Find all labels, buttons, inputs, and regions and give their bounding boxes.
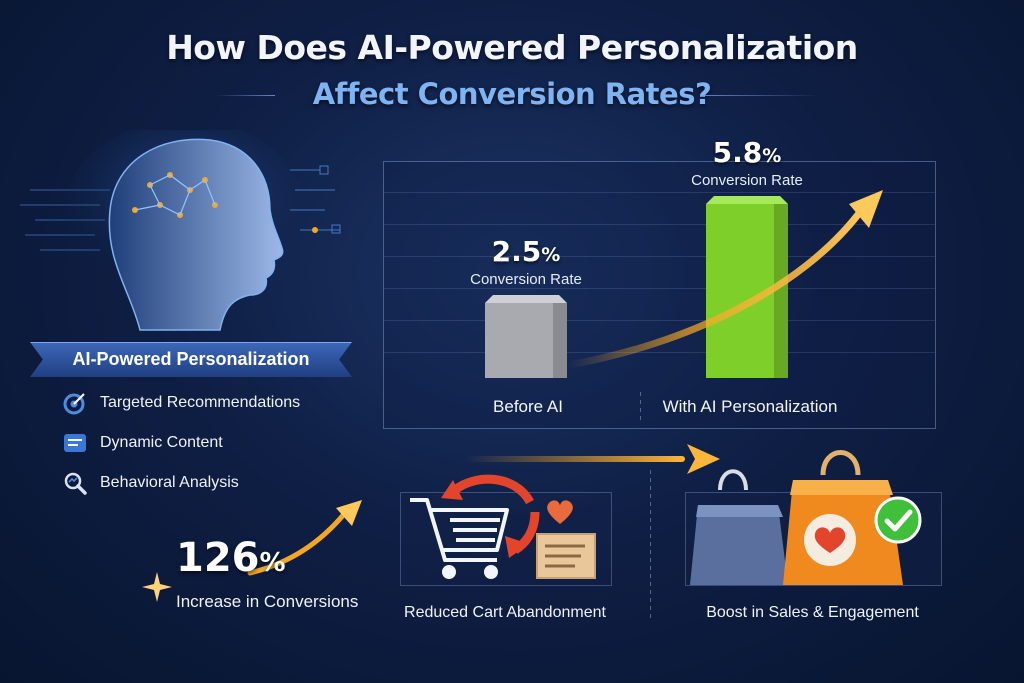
title-rule-left bbox=[215, 95, 275, 96]
increase-arrow bbox=[247, 500, 362, 576]
magnifier-icon bbox=[62, 471, 88, 495]
sales-label: Boost in Sales & Engagement bbox=[706, 604, 919, 621]
personalization-banner-bg bbox=[30, 342, 352, 377]
chart-category-divider bbox=[640, 392, 641, 422]
shopping-bags-icon bbox=[690, 450, 922, 585]
feature-label: Targeted Recommendations bbox=[100, 394, 301, 411]
feature-label: Behavioral Analysis bbox=[100, 474, 239, 491]
cart-label: Reduced Cart Abandonment bbox=[404, 604, 606, 621]
feature-targeted-recommendations: Targeted Recommendations bbox=[62, 391, 300, 415]
bar-shade bbox=[774, 204, 788, 378]
sparkle-icon bbox=[142, 572, 172, 602]
page-subtitle: Affect Conversion Rates? bbox=[312, 77, 712, 111]
bottom-divider bbox=[650, 470, 651, 620]
bar-caption: Conversion Rate bbox=[470, 271, 582, 288]
category-label-before: Before AI bbox=[493, 397, 563, 416]
ai-head-illustration bbox=[20, 130, 341, 331]
bar-value-label: 5.8% bbox=[712, 136, 782, 169]
category-label-with-ai: With AI Personalization bbox=[662, 397, 838, 416]
chart-plot bbox=[485, 190, 883, 378]
feature-label: Dynamic Content bbox=[100, 434, 223, 451]
increase-label: Increase in Conversions bbox=[176, 592, 359, 611]
page-title: How Does AI-Powered Personalization bbox=[166, 28, 858, 67]
feature-dynamic-content: Dynamic Content bbox=[62, 431, 223, 455]
bar-top-face bbox=[706, 196, 788, 204]
flow-arrow bbox=[465, 444, 720, 474]
conversion-chart bbox=[383, 161, 936, 429]
bar-before-ai bbox=[485, 303, 567, 378]
trend-arrow-head bbox=[849, 190, 883, 228]
trend-arrow-line bbox=[564, 204, 867, 369]
feature-behavioral-analysis: Behavioral Analysis bbox=[62, 471, 239, 495]
shopping-cart-icon bbox=[410, 474, 596, 579]
bar-caption: Conversion Rate bbox=[691, 172, 803, 189]
content-icon bbox=[62, 431, 88, 455]
target-icon bbox=[62, 391, 88, 415]
bar-shade bbox=[553, 303, 567, 378]
title-rule-right bbox=[700, 95, 820, 96]
bar-value-label: 2.5% bbox=[491, 235, 561, 268]
personalization-banner: AI-Powered Personalization bbox=[72, 349, 310, 369]
bar-top-face bbox=[485, 295, 567, 303]
increase-value: 126% bbox=[176, 535, 286, 581]
